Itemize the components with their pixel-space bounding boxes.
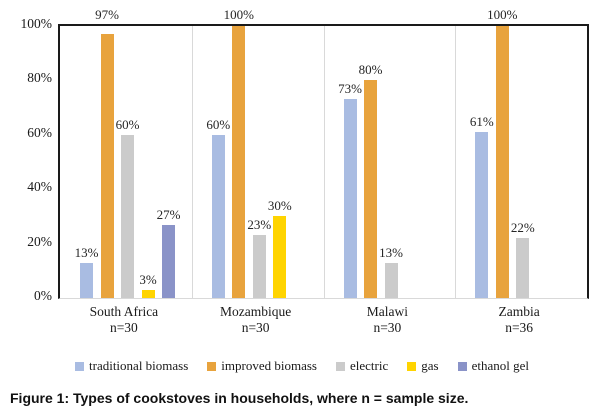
category-separator [191,26,193,298]
x-axis-category-label: Zambia [498,304,540,319]
x-axis-sample-size-label: n=30 [241,320,270,335]
bar-value-label: 23% [247,217,272,233]
bar-electric-malawi [384,262,398,298]
bar-electric-south-africa [121,134,134,298]
bar-value-label: 61% [469,114,494,130]
x-axis-category-label: Malawi [366,304,408,319]
bar-improved-biomass-zambia [495,26,509,298]
bar-value-label: 100% [487,7,518,22]
bar-value-label: 80% [358,62,383,78]
bar-value-label: 13% [379,244,403,260]
bar-value-label: 30% [267,198,292,214]
y-axis-tick-label: 80% [27,70,52,86]
bar-traditional-biomass-zambia [475,132,489,298]
legend: traditional biomass improved biomass elect… [0,357,604,375]
bar-value-label: 13% [74,244,99,260]
legend-item-gas: gas [407,358,439,374]
legend-swatch-icon [207,361,217,371]
legend-label: traditional biomass [89,358,189,373]
figure-caption: Figure 1: Types of cookstoves in househo… [10,390,469,406]
category-separator [455,26,457,298]
bar-ethanol-gel-south-africa [162,224,175,298]
legend-swatch-icon [457,361,467,371]
bar-improved-biomass-mozambique [232,26,246,298]
bar-value-label: 60% [115,116,140,132]
legend-label: ethanol gel [471,358,529,373]
bar-gas-south-africa [141,289,155,298]
y-axis-tick-label: 0% [34,288,52,303]
legend-item-electric: electric [335,358,389,374]
legend-swatch-icon [75,361,84,371]
y-axis-tick-label: 100% [20,16,53,31]
legend-item-traditional-biomass: traditional biomass [75,358,188,374]
x-axis-category-label: Mozambique [220,304,292,319]
x-axis-category: Zambia n=36 [453,304,585,336]
legend-label: electric [349,358,389,373]
category-separator [323,26,325,298]
bar-electric-zambia [516,238,530,298]
x-axis-category: South Africa n=30 [58,304,190,336]
legend-swatch-icon [407,361,417,371]
plot-area: 13% 60% 73% 61% 97% 100% 80% 100% 60% 23% 13% 22% 3%… [58,7,589,299]
bar-improved-biomass-malawi [364,80,377,298]
bar-value-label: 27% [156,206,181,222]
y-axis-tick-label: 60% [27,124,52,140]
bar-value-label: 73% [338,81,362,97]
y-axis-tick-label: 40% [27,179,52,195]
legend-label: gas [421,358,439,373]
bar-value-label: 60% [206,116,231,132]
bar-traditional-biomass-malawi [343,99,357,298]
x-axis-sample-size-label: n=36 [505,320,534,335]
x-axis-sample-size-label: n=30 [373,320,402,335]
legend-swatch-icon [335,361,345,371]
bar-improved-biomass-south-africa [100,34,114,298]
bar-traditional-biomass-mozambique [211,134,225,298]
bar-value-label: 3% [139,271,157,287]
y-axis-tick-label: 20% [27,233,52,249]
x-axis-category: Malawi n=30 [322,304,454,336]
x-axis-sample-size-label: n=30 [109,320,138,335]
legend-label: improved biomass [221,358,317,373]
bar-electric-mozambique [252,235,266,298]
bar-value-label: 22% [510,220,535,236]
x-axis-category: Mozambique n=30 [190,304,322,336]
legend-item-ethanol-gel: ethanol gel [457,358,529,374]
x-axis-category-label: South Africa [89,304,159,319]
bar-gas-mozambique [273,216,287,298]
bar-value-label: 100% [223,7,254,22]
bar-value-label: 97% [95,7,119,22]
legend-item-improved-biomass: improved biomass [207,358,317,374]
bar-traditional-biomass-south-africa [80,262,93,298]
